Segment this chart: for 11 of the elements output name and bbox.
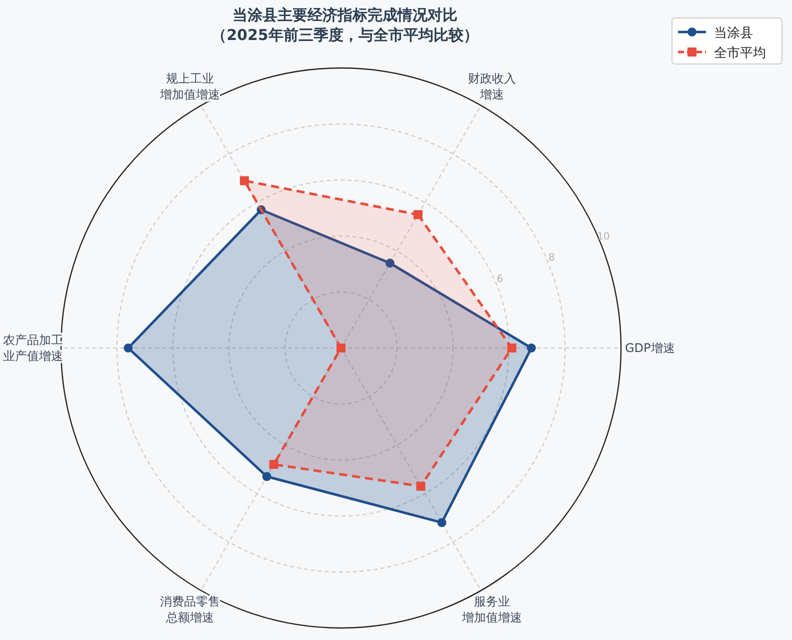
spoke-label: 消费品零售总额增速 (160, 594, 220, 625)
legend-label: 全市平均 (714, 46, 766, 61)
spoke-label: 服务业增加值增速 (461, 594, 522, 625)
y-tick-label: 8 (548, 252, 555, 264)
legend-label: 当涂县 (714, 26, 753, 41)
spoke-label: 规上工业增加值增速 (159, 71, 220, 102)
y-tick-label: 6 (496, 274, 504, 286)
spoke-label: GDP增速 (625, 341, 675, 355)
y-tick-label: 10 (597, 231, 610, 242)
chart-title: 当涂县主要经济指标完成情况对比（2025年前三季度，与全市平均比较） (212, 6, 478, 44)
spoke-label: 财政收入增速 (468, 71, 516, 102)
